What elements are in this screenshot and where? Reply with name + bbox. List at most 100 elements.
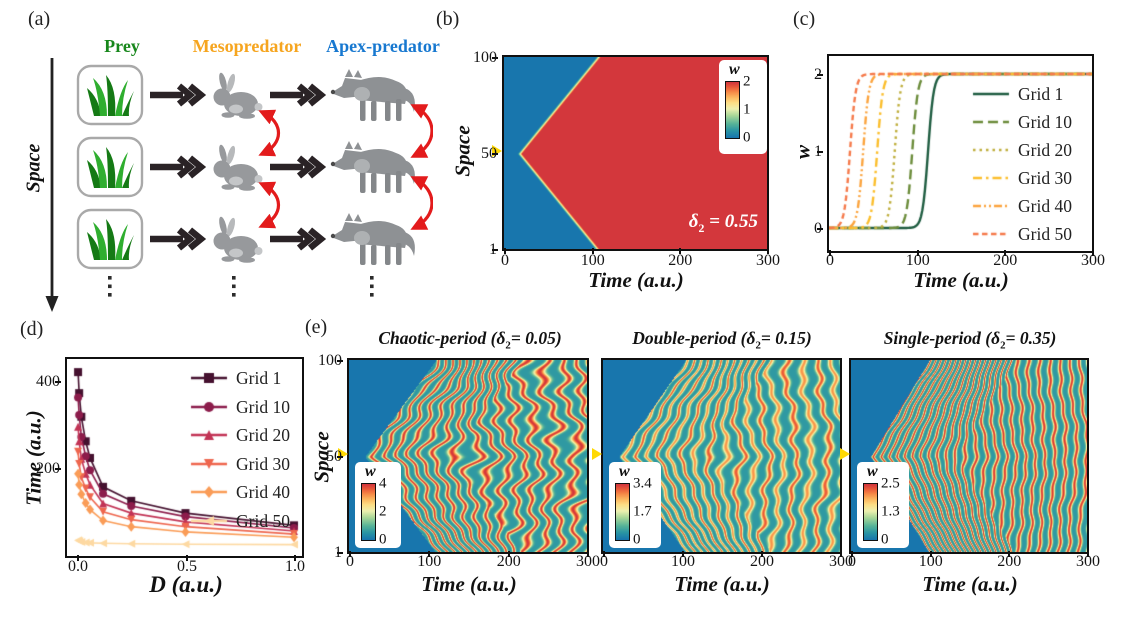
colorbar-tick: 1 [743,101,751,118]
legend-label: Grid 30 [236,453,290,474]
panel-c-xtick: 100 [905,252,930,269]
rabbit-icon [213,72,263,119]
legend-item-grid-20: Grid 20 [190,425,290,445]
colorbar-tick: 0 [881,531,889,548]
panel-c-tickmark [1092,250,1094,256]
predation-arrow-icon [150,86,201,104]
predation-arrow-icon [270,230,321,248]
panel-d-scatter-canvas [67,359,302,556]
legend-item-grid-40: Grid 40 [190,481,290,502]
panel-e1-xtick: 100 [417,553,442,570]
predation-arrow-icon [270,158,321,176]
panel-e1-tickmark [507,551,510,557]
panel-b-delta-annotation: δ2 = 0.55 [688,211,758,235]
colorbar-tick: 0 [633,531,641,548]
colorbar-title: w [867,463,878,480]
legend-swatch [972,86,1010,102]
predation-arrow-icon [150,158,201,176]
panel-c-tickmark [916,250,919,256]
diffusion-exchange-arrows [258,104,433,230]
ellipsis-dots-apex [370,276,374,297]
legend-swatch [972,170,1010,186]
panel-e1-xtick: 300 [576,553,600,570]
panel-d-ytick: 400 [36,373,60,390]
panel-d-scatter-plot [65,357,304,558]
colorbar-gradient [361,483,376,541]
mesopredator-column-header: Mesopredator [192,36,302,56]
panel-b-ytick: 100 [473,49,497,66]
legend-swatch [972,142,1010,158]
panel-a-label: (a) [28,8,51,30]
grid-row-1 [78,66,415,124]
panel-e2-colorbar: w 3.4 1.7 0 [609,462,661,548]
panel-e2-xtick: 200 [750,553,774,570]
wolf-icon [330,141,415,193]
panel-c-tickmark [1004,250,1007,256]
legend-swatch [190,427,228,443]
wolf-icon [330,69,415,121]
panel-e3-tickmark [1008,551,1011,557]
initiation-site-arrow-icon [592,448,602,460]
legend-item-grid-1: Grid 1 [190,367,282,388]
legend-item-grid-50: Grid 50 [972,223,1072,244]
ellipsis-dots-mesopredator [232,276,236,297]
panel-e2-tickmark [761,551,763,557]
panel-b-tickmark [591,248,594,254]
legend-label: Grid 1 [236,367,282,388]
panel-c-xtick: 0 [826,252,834,269]
panel-e-label: (e) [305,316,328,338]
ellipsis-dots-prey [108,276,112,297]
panel-e1-ytick: 100 [318,352,342,369]
panel-e3-xtick: 100 [918,553,943,570]
panel-e1-tickmark [337,552,343,554]
panel-a: Prey Mesopredator Apex-predator Space [0,0,440,315]
legend-item-grid-30: Grid 30 [972,168,1072,188]
panel-d-tickmark [186,555,188,561]
panel-e2-tickmark [603,551,605,557]
panel-b-ylabel: Space [450,125,475,177]
panel-c-xtick: 300 [1081,252,1105,269]
panel-e3-xlabel: Time (a.u.) [922,572,1018,596]
panel-e1-xlabel: Time (a.u.) [421,572,517,596]
panel-e1-tickmark [337,360,343,362]
panel-e3-tickmark [851,551,853,557]
panel-c-ylabel: w [790,144,815,160]
panel-b-tickmark [492,153,498,155]
panel-d-label: (d) [20,318,44,340]
colorbar-tick: 0 [743,129,751,146]
colorbar-title: w [729,61,740,78]
panel-c-tickmark [817,74,823,76]
initiation-site-arrow-icon [338,448,348,460]
legend-label: Grid 10 [236,396,290,417]
panel-e2-tickmark [682,551,684,557]
panel-e2-xlabel: Time (a.u.) [674,572,770,596]
legend-swatch [190,484,228,500]
legend-label: Grid 50 [236,510,290,531]
predation-arrow-icon [270,86,321,104]
panel-e1-tickmark [349,551,351,557]
panel-d-xtick: 0.0 [68,558,88,575]
legend-label: Grid 40 [236,481,290,502]
panel-c-line-plot [827,54,1094,253]
colorbar-tick: 0 [379,531,387,548]
legend-swatch [190,513,228,529]
predation-arrow-icon [150,230,201,248]
colorbar-title: w [365,463,376,480]
legend-item-grid-1: Grid 1 [972,84,1063,104]
panel-e2-xtick: 100 [671,553,695,570]
panel-e1-xtick: 0 [346,553,354,570]
panel-d-ytick: 200 [36,460,60,477]
panel-d-tickmark [55,381,61,383]
panel-c-tickmark [817,228,823,230]
legend-label: Grid 50 [1018,223,1072,244]
colorbar-tick: 2.5 [881,475,900,492]
colorbar-gradient [725,81,740,139]
colorbar-tick: 4 [379,475,387,492]
panel-b-tickmark [504,248,506,254]
rabbit-icon [213,216,263,263]
legend-item-grid-30: Grid 30 [190,453,290,474]
panel-b-tickmark [492,57,498,59]
panel-e1-title: Chaotic-period (δ2= 0.05) [378,328,562,352]
